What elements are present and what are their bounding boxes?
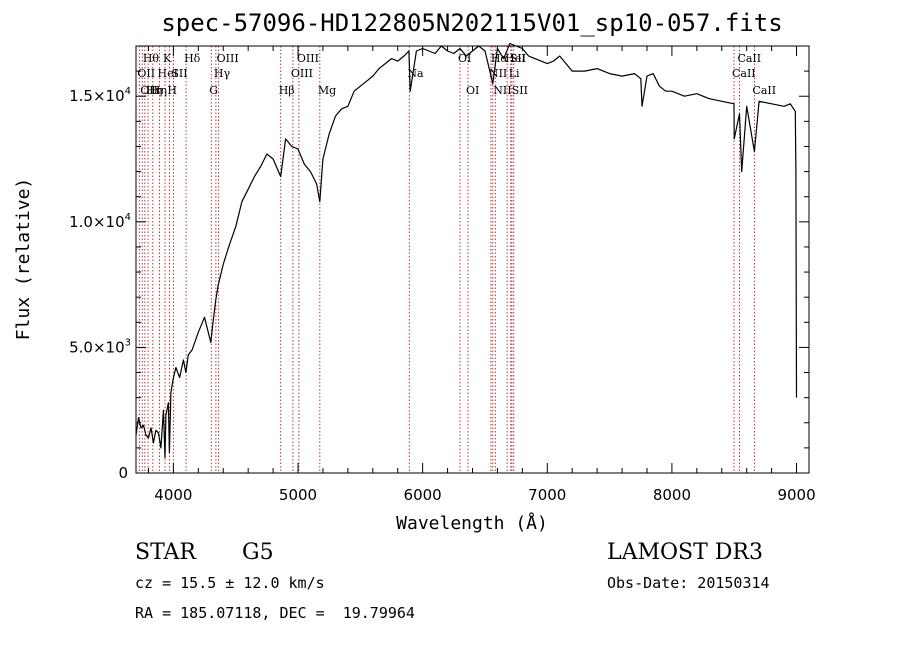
spectral-line-label: OII [137, 67, 155, 80]
spectral-line-label: Hη [151, 84, 167, 97]
x-axis-ticks: 4000 5000 6000 7000 8000 9000 [147, 46, 816, 504]
y-tick-exponent: 4 [125, 86, 131, 97]
y-tick-label: 5.0×103 [69, 337, 131, 356]
y-tick-label: 0 [118, 464, 128, 482]
y-tick-label: 1.0×104 [69, 212, 131, 231]
redshift-text: cz = 15.5 ± 12.0 km/s [135, 574, 325, 592]
spectral-line-label: OI [458, 52, 471, 65]
y-tick-mantissa: 1.5×10 [69, 87, 125, 105]
x-tick-label: 7000 [528, 486, 566, 504]
spectral-line-label: Hδ [184, 52, 201, 65]
spectral-line-label: HeI [158, 67, 178, 80]
y-tick-exponent: 3 [125, 337, 131, 348]
x-tick-label: 4000 [154, 486, 192, 504]
spectral-line-label: HeI [505, 52, 525, 65]
object-class: STAR [135, 540, 196, 565]
y-tick-label: 1.5×104 [69, 86, 131, 105]
chart-title: spec-57096-HD122805N202115V01_sp10-057.f… [161, 9, 782, 37]
spectral-line-label: SII [510, 52, 526, 65]
spectral-line-markers [138, 46, 755, 473]
spectral-line-label: CaII [752, 84, 776, 97]
y-tick-exponent: 4 [125, 212, 131, 223]
x-tick-label: 9000 [777, 486, 815, 504]
spectral-line-label: Hγ [214, 67, 231, 80]
obs-date: Obs-Date: 20150314 [607, 574, 770, 592]
spectral-line-label: NII [493, 84, 511, 97]
spectral-line-label: SII [171, 67, 187, 80]
x-tick-label: 5000 [279, 486, 317, 504]
spectral-line-label: Li [509, 67, 520, 80]
spectral-line-label: CaII [732, 67, 756, 80]
spectral-line-label: SII [512, 84, 528, 97]
spectral-line-label: OIII [297, 52, 319, 65]
x-tick-label: 6000 [404, 486, 442, 504]
x-axis-label: Wavelength (Å) [396, 512, 548, 534]
x-tick-label: 8000 [653, 486, 691, 504]
spectral-line-label: H [167, 84, 177, 97]
survey-name: LAMOST DR3 [607, 540, 763, 565]
spectral-line-label: Hθ [143, 52, 160, 65]
coordinates-text: RA = 185.07118, DEC = 19.79964 [135, 604, 415, 622]
spectral-line-label: NII [489, 67, 507, 80]
spectral-line-label: Hβ [279, 84, 295, 97]
y-tick-mantissa: 1.0×10 [69, 213, 125, 231]
plot-frame [135, 45, 810, 474]
spectral-line-label: CaII [737, 52, 761, 65]
spectral-line-label: OIII [291, 67, 313, 80]
spectral-line-label: Mg [318, 84, 336, 97]
spectral-line-label: Hη [146, 84, 162, 97]
spectral-line-label: OIII [217, 52, 239, 65]
y-axis-label: Flux (relative) [13, 178, 34, 341]
spectral-line-label: G [209, 84, 218, 97]
spectral-line-label: Na [407, 67, 424, 80]
spectral-line-label: OI [466, 84, 479, 97]
spectrum-line [135, 42, 798, 459]
object-subclass: G5 [242, 540, 274, 565]
y-tick-mantissa: 5.0×10 [69, 338, 125, 356]
spectral-line-label: K [163, 52, 172, 65]
spectral-line-label: Hα [491, 52, 509, 65]
spectral-line-label: OII [140, 84, 158, 97]
